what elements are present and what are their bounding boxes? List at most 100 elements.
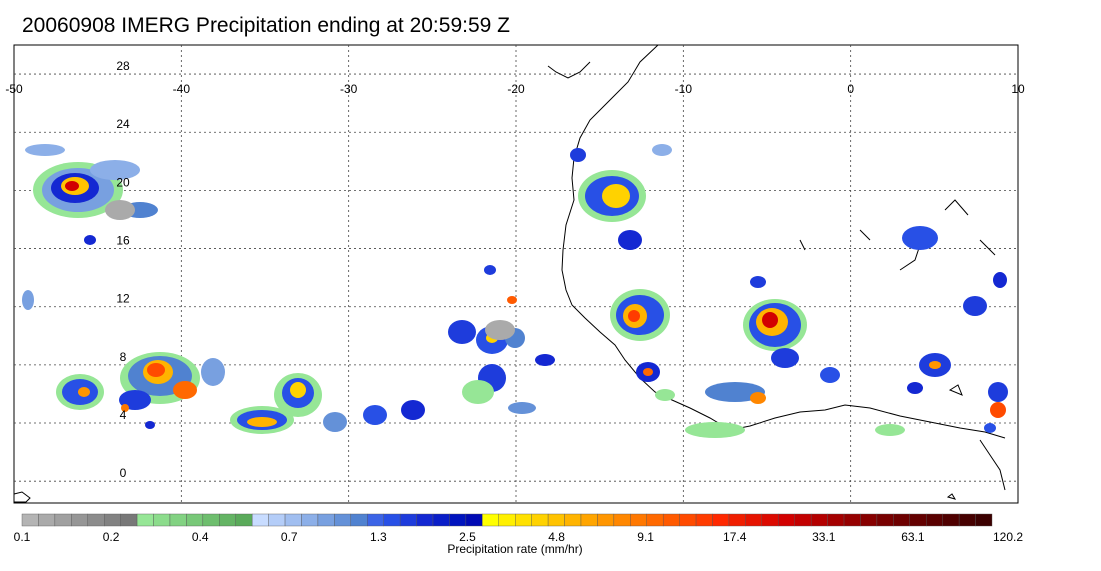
colorbar-swatch bbox=[350, 513, 368, 527]
rain-cell bbox=[230, 406, 294, 434]
coastline-lakes bbox=[799, 199, 996, 271]
lat-tick-label: 16 bbox=[116, 234, 130, 248]
colorbar-swatch bbox=[219, 513, 236, 527]
colorbar-swatch bbox=[597, 513, 615, 527]
colorbar-swatch bbox=[893, 513, 910, 527]
colorbar-swatch bbox=[367, 513, 384, 527]
colorbar-swatch bbox=[432, 513, 450, 527]
colorbar-swatch bbox=[87, 513, 105, 527]
coastline-north-africa bbox=[547, 61, 591, 79]
colorbar-swatch bbox=[531, 513, 549, 527]
colorbar-swatch bbox=[186, 513, 204, 527]
colorbar-swatch bbox=[761, 513, 779, 527]
island-bioko bbox=[948, 384, 963, 396]
colorbar-swatch bbox=[909, 513, 927, 527]
colorbar-swatch bbox=[202, 513, 220, 527]
colorbar-tick-label: 33.1 bbox=[812, 530, 836, 544]
lat-tick-label: 12 bbox=[116, 292, 130, 306]
rain-cell bbox=[743, 299, 807, 351]
colorbar-swatch bbox=[449, 513, 467, 527]
colorbar-tick-label: 0.7 bbox=[281, 530, 298, 544]
colorbar-swatch bbox=[416, 513, 434, 527]
lon-tick-label: -20 bbox=[507, 82, 525, 96]
colorbar-swatch bbox=[169, 513, 187, 527]
colorbar-swatch bbox=[38, 513, 56, 527]
colorbar-swatch bbox=[646, 513, 664, 527]
longitude-tick-labels: -50 -40 -30 -20 -10 0 10 bbox=[5, 82, 1025, 96]
precipitation-field bbox=[22, 144, 1008, 438]
colorbar-swatch bbox=[630, 513, 647, 527]
colorbar-swatch bbox=[926, 513, 943, 527]
colorbar-swatch bbox=[564, 513, 582, 527]
colorbar-tick-label: 17.4 bbox=[723, 530, 747, 544]
colorbar-swatch bbox=[958, 513, 976, 527]
lon-tick-label: -10 bbox=[675, 82, 693, 96]
colorbar-swatch bbox=[580, 513, 598, 527]
map-gridlines bbox=[14, 45, 1018, 503]
colorbar-swatch bbox=[482, 513, 499, 527]
colorbar-swatch bbox=[860, 513, 878, 527]
lon-tick-label: -50 bbox=[5, 82, 23, 96]
coastline-gulf-of-guinea bbox=[979, 439, 1006, 491]
colorbar-swatch bbox=[498, 513, 516, 527]
colorbar-swatch bbox=[334, 513, 352, 527]
colorbar-swatch bbox=[71, 513, 88, 527]
island-brazil-corner bbox=[13, 491, 31, 503]
colorbar-tick-labels: 0.1 0.2 0.4 0.7 1.3 2.5 4.8 9.1 17.4 33.1 63.1 120.… bbox=[14, 530, 1024, 544]
lat-tick-label: 8 bbox=[120, 350, 127, 364]
island-sao-tome bbox=[946, 493, 957, 500]
colorbar-swatch bbox=[317, 513, 335, 527]
colorbar-swatch bbox=[136, 513, 154, 527]
rain-cell bbox=[578, 170, 646, 222]
colorbar-tick-label: 0.4 bbox=[192, 530, 209, 544]
colorbar-swatch bbox=[21, 513, 39, 527]
colorbar-tick-label: 1.3 bbox=[370, 530, 387, 544]
colorbar-swatch bbox=[284, 513, 302, 527]
lon-tick-label: 10 bbox=[1011, 82, 1025, 96]
colorbar-swatch bbox=[153, 513, 171, 527]
colorbar-swatch bbox=[827, 513, 845, 527]
colorbar-swatch bbox=[876, 513, 894, 527]
colorbar-swatch bbox=[251, 513, 269, 527]
colorbar bbox=[21, 513, 993, 527]
colorbar-tick-label: 63.1 bbox=[901, 530, 925, 544]
map-frame bbox=[13, 44, 1019, 504]
colorbar-swatch bbox=[679, 513, 697, 527]
lat-tick-label: 4 bbox=[120, 408, 127, 422]
colorbar-swatch bbox=[843, 513, 861, 527]
colorbar-swatch bbox=[104, 513, 121, 527]
colorbar-swatch bbox=[810, 513, 828, 527]
colorbar-label: Precipitation rate (mm/hr) bbox=[447, 542, 583, 556]
colorbar-swatch bbox=[383, 513, 401, 527]
colorbar-swatch bbox=[515, 513, 532, 527]
colorbar-swatch bbox=[547, 513, 565, 527]
colorbar-swatch bbox=[794, 513, 812, 527]
colorbar-swatch bbox=[268, 513, 286, 527]
colorbar-swatch bbox=[942, 513, 960, 527]
lat-tick-label: 28 bbox=[116, 59, 130, 73]
colorbar-tick-label: 9.1 bbox=[637, 530, 654, 544]
lon-tick-label: -30 bbox=[340, 82, 358, 96]
colorbar-swatch bbox=[235, 513, 253, 527]
lat-tick-label: 20 bbox=[116, 175, 130, 189]
colorbar-tick-label: 4.8 bbox=[548, 530, 565, 544]
colorbar-swatch bbox=[695, 513, 713, 527]
colorbar-swatch bbox=[745, 513, 763, 527]
lat-tick-label: 24 bbox=[116, 117, 130, 131]
colorbar-tick-label: 120.2 bbox=[993, 530, 1023, 544]
colorbar-swatch bbox=[465, 513, 483, 527]
colorbar-swatch bbox=[54, 513, 72, 527]
colorbar-swatch bbox=[662, 513, 680, 527]
lon-tick-label: -40 bbox=[173, 82, 191, 96]
rain-cell bbox=[274, 373, 322, 417]
rain-cell bbox=[610, 289, 670, 341]
colorbar-swatch bbox=[728, 513, 746, 527]
colorbar-tick-label: 0.1 bbox=[14, 530, 31, 544]
colorbar-swatch bbox=[712, 513, 730, 527]
lat-tick-label: 0 bbox=[120, 466, 127, 480]
map-plot-area: -50 -40 -30 -20 -10 0 10 0 4 8 12 16 20 24 28 bbox=[5, 44, 1025, 504]
colorbar-swatch bbox=[399, 513, 417, 527]
map-title: 20060908 IMERG Precipitation ending at 2… bbox=[22, 14, 510, 37]
colorbar-swatch bbox=[301, 513, 319, 527]
